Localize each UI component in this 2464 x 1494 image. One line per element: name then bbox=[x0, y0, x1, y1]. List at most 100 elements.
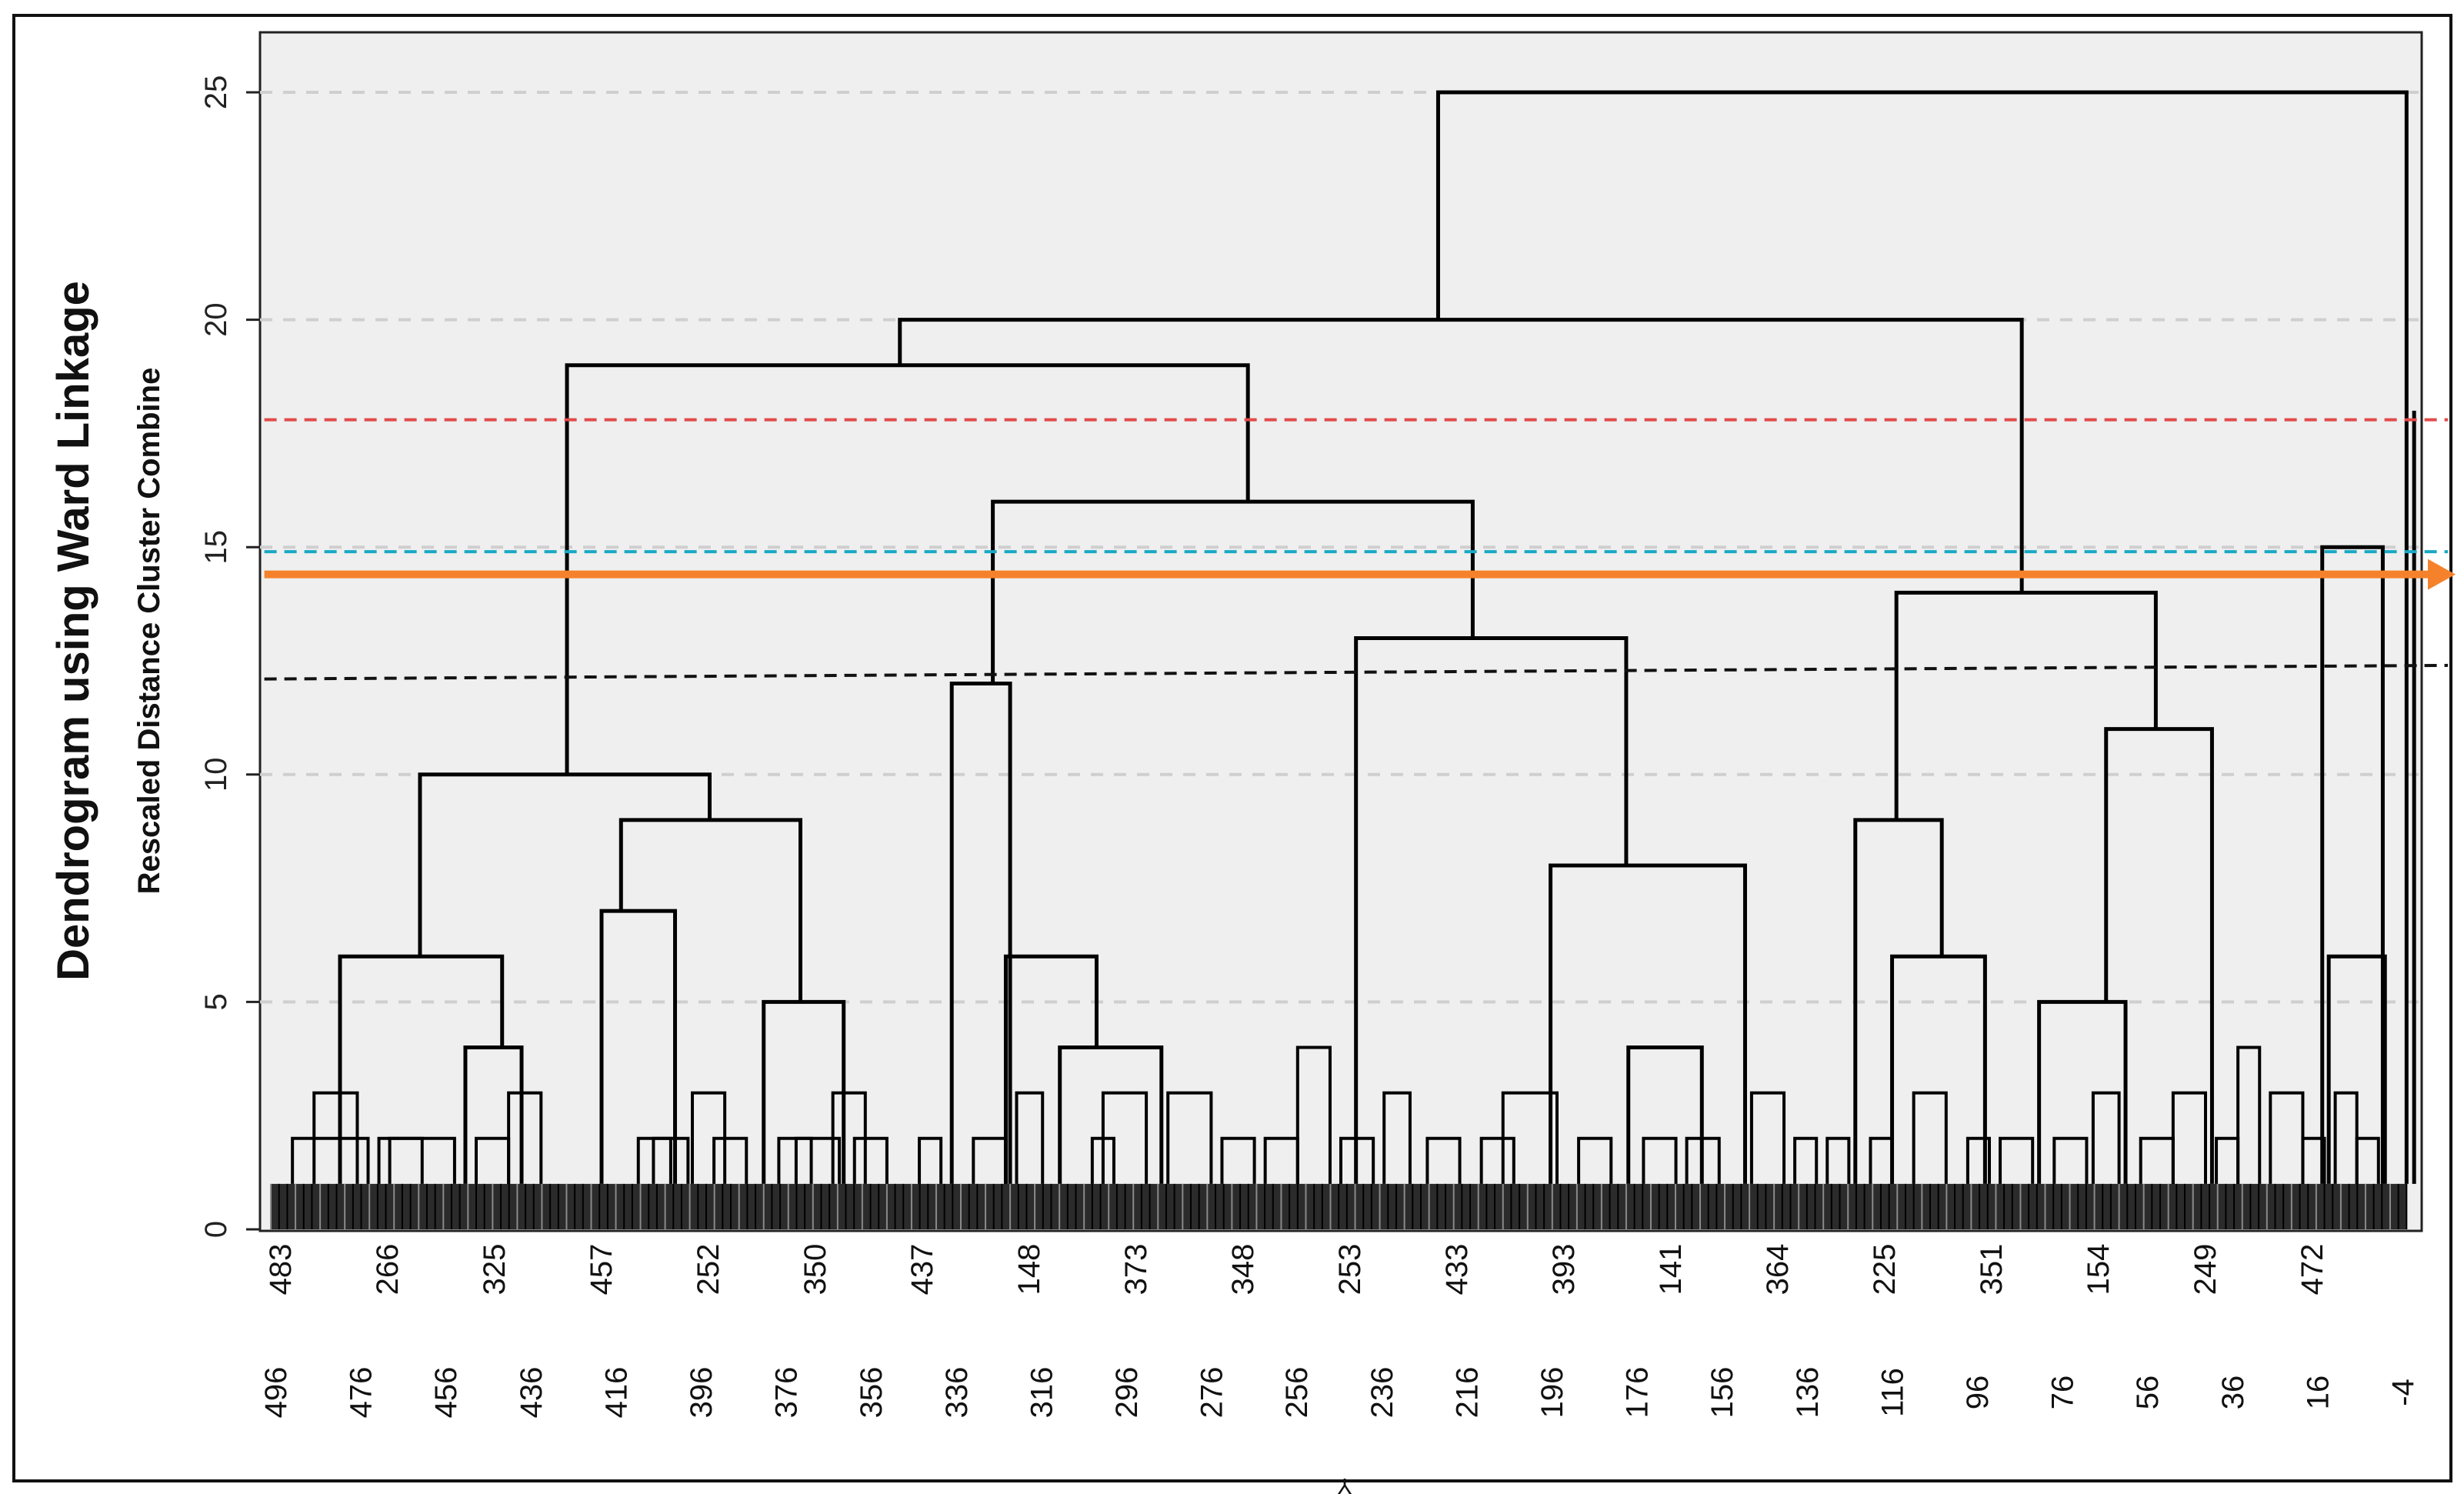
low-level-merge bbox=[918, 1136, 943, 1184]
leaf-label: 36 bbox=[2216, 1376, 2250, 1410]
leaf-stubs bbox=[270, 1045, 2408, 1229]
dendrogram-link bbox=[565, 363, 1250, 775]
y-tick-label-5: 5 bbox=[199, 993, 233, 1010]
low-level-merge bbox=[652, 1136, 690, 1184]
dendrogram-link bbox=[1853, 818, 1944, 1184]
leaf-label: 348 bbox=[1226, 1244, 1260, 1296]
dendrogram-link bbox=[2320, 545, 2385, 1184]
cut-line-black-dashed bbox=[264, 663, 2449, 681]
leaf-label: 236 bbox=[1365, 1367, 1399, 1419]
leaf-label: 56 bbox=[2131, 1376, 2165, 1410]
low-level-merge bbox=[507, 1091, 543, 1184]
low-level-merge bbox=[1425, 1136, 1462, 1184]
leaf-label: 436 bbox=[515, 1367, 548, 1419]
dendrogram-link bbox=[898, 318, 2024, 593]
leaf-label: 325 bbox=[478, 1244, 512, 1296]
leaf-label: 176 bbox=[1621, 1367, 1655, 1419]
low-level-merge bbox=[2301, 1136, 2326, 1184]
low-level-merge bbox=[794, 1136, 842, 1184]
y-axis: 0 5 10 15 20 25 bbox=[199, 75, 260, 1238]
dendrogram-link bbox=[949, 682, 1012, 1184]
plot-area bbox=[258, 31, 2423, 1232]
y-tick-label-10: 10 bbox=[199, 758, 233, 792]
dendrogram-link bbox=[2104, 727, 2214, 1184]
low-level-merge bbox=[1339, 1136, 1375, 1184]
leaf-label: 433 bbox=[1440, 1244, 1474, 1296]
low-level-merge bbox=[1577, 1136, 1613, 1184]
dendrogram-link bbox=[1058, 1045, 1164, 1184]
low-level-merge bbox=[1793, 1136, 1819, 1184]
leaf-label: 116 bbox=[1876, 1368, 1909, 1417]
dendrogram-link bbox=[1626, 1045, 1704, 1184]
leaf-label: 141 bbox=[1654, 1244, 1688, 1296]
leaf-label: 416 bbox=[599, 1367, 633, 1419]
low-level-merge bbox=[1479, 1136, 1515, 1184]
low-level-merge bbox=[1642, 1136, 1678, 1184]
low-level-merge bbox=[2355, 1136, 2380, 1184]
low-level-merge bbox=[291, 1136, 370, 1184]
low-level-merge bbox=[388, 1136, 456, 1184]
y-tick-label-25: 25 bbox=[199, 75, 233, 110]
leaf-label: 296 bbox=[1110, 1367, 1144, 1419]
leaf-label: 496 bbox=[259, 1367, 293, 1419]
leaf-label: 225 bbox=[1868, 1244, 1902, 1296]
leaf-label: 316 bbox=[1025, 1367, 1059, 1419]
leaf-label: 252 bbox=[692, 1244, 725, 1296]
low-level-merge bbox=[1101, 1091, 1149, 1184]
bottom-mark: Y bbox=[1337, 1473, 1352, 1494]
leaf-label: 396 bbox=[685, 1367, 719, 1419]
leaf-label: 456 bbox=[429, 1367, 463, 1419]
leaf-label: 16 bbox=[2301, 1376, 2335, 1410]
low-level-merge bbox=[2091, 1091, 2121, 1184]
low-level-merge bbox=[2052, 1136, 2089, 1184]
dendrogram-link bbox=[2037, 999, 2128, 1184]
leaf-label: 76 bbox=[2046, 1376, 2080, 1410]
leaf-label: 472 bbox=[2296, 1244, 2329, 1296]
leaf-label: 483 bbox=[264, 1244, 298, 1296]
leaf-label: 457 bbox=[585, 1244, 619, 1296]
leaf-label: 148 bbox=[1012, 1244, 1046, 1296]
leaf-label: 253 bbox=[1333, 1244, 1367, 1296]
leaf-label: 373 bbox=[1119, 1244, 1153, 1296]
low-level-merge bbox=[1166, 1091, 1213, 1184]
leaf-label: 350 bbox=[799, 1244, 832, 1296]
leaf-label: 276 bbox=[1195, 1367, 1229, 1419]
leaf-label: 364 bbox=[1761, 1244, 1795, 1296]
dendrogram-link bbox=[1549, 863, 1747, 1184]
dendrogram-link bbox=[1894, 590, 2158, 820]
low-level-merge bbox=[1295, 1045, 1332, 1184]
low-level-merge bbox=[2236, 1045, 2262, 1184]
dendrogram-link bbox=[418, 772, 712, 957]
leaf-label: 393 bbox=[1547, 1244, 1581, 1296]
leaf-label: 136 bbox=[1791, 1367, 1825, 1419]
dendrogram-link bbox=[1003, 954, 1099, 1184]
leaf-label: 196 bbox=[1535, 1367, 1569, 1419]
low-level-merge bbox=[1015, 1091, 1045, 1184]
leaf-label: 476 bbox=[345, 1367, 378, 1419]
low-level-merge bbox=[1966, 1136, 1991, 1184]
cut-arrowhead bbox=[2428, 559, 2456, 590]
cut-lines bbox=[264, 418, 2456, 681]
low-level-merge bbox=[1382, 1091, 1412, 1184]
dendrogram-link bbox=[2326, 954, 2387, 1184]
leaf-label: 256 bbox=[1280, 1367, 1314, 1419]
dendrogram-links bbox=[338, 90, 2416, 1184]
leaf-label: 154 bbox=[2082, 1244, 2116, 1296]
leaf-label: 249 bbox=[2189, 1244, 2222, 1296]
leaf-label: -4 bbox=[2386, 1379, 2420, 1406]
dendrogram-link bbox=[619, 818, 802, 1002]
leaf-label: 266 bbox=[371, 1244, 405, 1296]
leaf-label: 437 bbox=[905, 1244, 939, 1296]
low-level-merge bbox=[1501, 1091, 1559, 1184]
low-level-merge bbox=[1912, 1091, 1948, 1184]
low-level-merge bbox=[312, 1091, 359, 1184]
leaf-label: 156 bbox=[1705, 1367, 1739, 1419]
low-level-merge bbox=[852, 1136, 889, 1184]
dendrogram-link bbox=[1890, 954, 1987, 1184]
chart-title: Dendrogram using Ward Linkage bbox=[48, 281, 98, 981]
leaf-label: 351 bbox=[1975, 1244, 2009, 1296]
low-level-merge bbox=[1999, 1136, 2035, 1184]
dendrogram-link bbox=[1435, 90, 2409, 1184]
leaf-label: 376 bbox=[770, 1367, 804, 1419]
